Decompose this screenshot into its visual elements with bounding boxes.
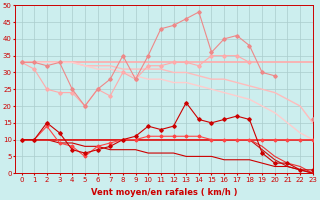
X-axis label: Vent moyen/en rafales ( km/h ): Vent moyen/en rafales ( km/h ) <box>91 188 237 197</box>
